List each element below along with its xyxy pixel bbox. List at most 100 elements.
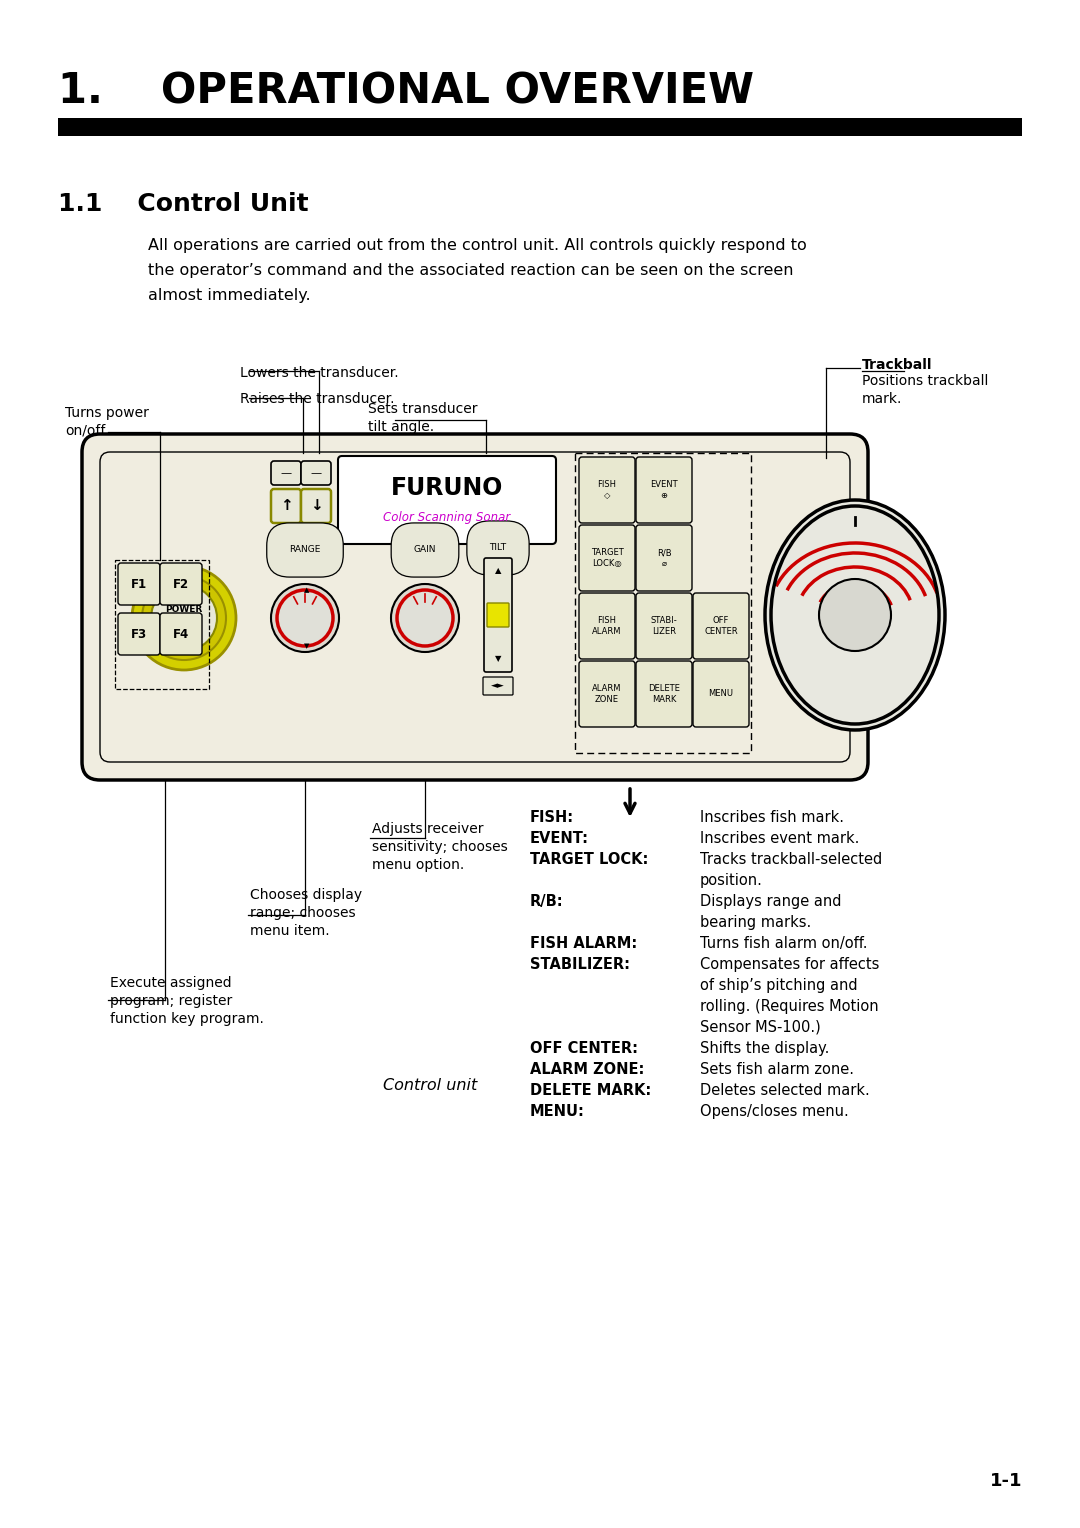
Circle shape — [132, 565, 237, 669]
Text: TARGET LOCK:: TARGET LOCK: — [530, 853, 648, 866]
Circle shape — [397, 590, 453, 646]
Circle shape — [819, 579, 891, 651]
Text: F4: F4 — [173, 628, 189, 640]
Text: POWER: POWER — [165, 605, 203, 614]
Text: function key program.: function key program. — [110, 1012, 264, 1025]
Text: FISH
◇: FISH ◇ — [597, 480, 617, 500]
Text: ▲: ▲ — [495, 567, 501, 576]
Text: ▲: ▲ — [305, 587, 310, 593]
Text: F3: F3 — [131, 628, 147, 640]
Text: ↓: ↓ — [310, 498, 322, 513]
Text: OFF CENTER:: OFF CENTER: — [530, 1041, 638, 1056]
FancyBboxPatch shape — [82, 434, 868, 779]
Text: sensitivity; chooses: sensitivity; chooses — [372, 840, 508, 854]
Text: ALARM ZONE:: ALARM ZONE: — [530, 1062, 645, 1077]
FancyBboxPatch shape — [693, 593, 750, 659]
Text: DELETE MARK:: DELETE MARK: — [530, 1083, 651, 1099]
Text: OFF
CENTER: OFF CENTER — [704, 616, 738, 636]
Text: Sets transducer: Sets transducer — [368, 402, 477, 416]
Text: F2: F2 — [173, 578, 189, 590]
Circle shape — [276, 590, 333, 646]
Text: MENU:: MENU: — [530, 1105, 585, 1118]
Text: Opens/closes menu.: Opens/closes menu. — [700, 1105, 849, 1118]
FancyBboxPatch shape — [301, 489, 330, 523]
FancyBboxPatch shape — [271, 461, 301, 484]
Text: Chooses display: Chooses display — [249, 888, 362, 902]
Text: ▼: ▼ — [495, 654, 501, 663]
Text: All operations are carried out from the control unit. All controls quickly respo: All operations are carried out from the … — [148, 238, 807, 254]
FancyBboxPatch shape — [636, 662, 692, 727]
Text: program; register: program; register — [110, 995, 232, 1008]
Text: Sets fish alarm zone.: Sets fish alarm zone. — [700, 1062, 854, 1077]
Circle shape — [151, 585, 217, 651]
Text: position.: position. — [700, 872, 762, 888]
Text: F1: F1 — [131, 578, 147, 590]
FancyBboxPatch shape — [118, 613, 160, 656]
Text: Sensor MS-100.): Sensor MS-100.) — [700, 1021, 821, 1034]
Text: rolling. (Requires Motion: rolling. (Requires Motion — [700, 999, 879, 1015]
Text: TILT: TILT — [489, 544, 507, 553]
Text: Tracks trackball-selected: Tracks trackball-selected — [700, 853, 882, 866]
Text: STABI-
LIZER: STABI- LIZER — [650, 616, 677, 636]
Text: the operator’s command and the associated reaction can be seen on the screen: the operator’s command and the associate… — [148, 263, 794, 278]
Text: Turns power: Turns power — [65, 406, 149, 420]
Text: R/B:: R/B: — [530, 894, 564, 909]
FancyBboxPatch shape — [579, 526, 635, 591]
Text: —: — — [281, 468, 292, 478]
Text: FURUNO: FURUNO — [391, 477, 503, 500]
Text: —: — — [310, 468, 322, 478]
FancyBboxPatch shape — [301, 461, 330, 484]
Text: 1.1    Control Unit: 1.1 Control Unit — [58, 193, 309, 215]
FancyBboxPatch shape — [579, 593, 635, 659]
FancyBboxPatch shape — [484, 558, 512, 672]
Ellipse shape — [765, 500, 945, 730]
FancyBboxPatch shape — [693, 662, 750, 727]
Text: Positions trackball: Positions trackball — [862, 374, 988, 388]
Text: DELETE
MARK: DELETE MARK — [648, 685, 680, 704]
Text: Deletes selected mark.: Deletes selected mark. — [700, 1083, 869, 1099]
Text: R/B
⌀: R/B ⌀ — [657, 549, 672, 568]
FancyBboxPatch shape — [160, 613, 202, 656]
Text: ◄►: ◄► — [491, 681, 504, 691]
Text: on/off.: on/off. — [65, 423, 109, 439]
Text: Compensates for affects: Compensates for affects — [700, 957, 879, 972]
Text: RANGE: RANGE — [289, 545, 321, 555]
Text: EVENT:: EVENT: — [530, 831, 589, 847]
FancyBboxPatch shape — [579, 457, 635, 523]
Text: 1.    OPERATIONAL OVERVIEW: 1. OPERATIONAL OVERVIEW — [58, 70, 754, 112]
FancyBboxPatch shape — [118, 562, 160, 605]
Text: ⓘ: ⓘ — [179, 620, 189, 636]
Text: Inscribes event mark.: Inscribes event mark. — [700, 831, 860, 847]
FancyBboxPatch shape — [160, 562, 202, 605]
Text: Trackball: Trackball — [862, 358, 932, 371]
Text: mark.: mark. — [862, 393, 903, 406]
Text: FISH:: FISH: — [530, 810, 575, 825]
Text: menu option.: menu option. — [372, 859, 464, 872]
Text: Color Scanning Sonar: Color Scanning Sonar — [383, 512, 511, 524]
Text: Inscribes fish mark.: Inscribes fish mark. — [700, 810, 843, 825]
Text: Turns fish alarm on/off.: Turns fish alarm on/off. — [700, 937, 867, 950]
FancyBboxPatch shape — [636, 526, 692, 591]
Text: Raises the transducer.: Raises the transducer. — [240, 393, 394, 406]
Text: menu item.: menu item. — [249, 924, 329, 938]
Text: Control unit: Control unit — [383, 1077, 477, 1093]
Text: Execute assigned: Execute assigned — [110, 976, 231, 990]
FancyBboxPatch shape — [338, 455, 556, 544]
Text: bearing marks.: bearing marks. — [700, 915, 811, 931]
Text: range; chooses: range; chooses — [249, 906, 355, 920]
Text: tilt angle.: tilt angle. — [368, 420, 434, 434]
Bar — [58, 118, 1022, 136]
Text: Shifts the display.: Shifts the display. — [700, 1041, 829, 1056]
Text: MENU: MENU — [708, 689, 733, 698]
FancyBboxPatch shape — [636, 593, 692, 659]
Text: FISH ALARM:: FISH ALARM: — [530, 937, 637, 950]
Text: ↑: ↑ — [280, 498, 293, 513]
Text: STABILIZER:: STABILIZER: — [530, 957, 630, 972]
Text: Lowers the transducer.: Lowers the transducer. — [240, 367, 399, 380]
Text: ▼: ▼ — [305, 643, 310, 649]
Text: GAIN: GAIN — [414, 545, 436, 555]
Text: Displays range and: Displays range and — [700, 894, 841, 909]
Text: of ship’s pitching and: of ship’s pitching and — [700, 978, 858, 993]
Text: Adjusts receiver: Adjusts receiver — [372, 822, 484, 836]
Text: 1-1: 1-1 — [989, 1471, 1022, 1490]
